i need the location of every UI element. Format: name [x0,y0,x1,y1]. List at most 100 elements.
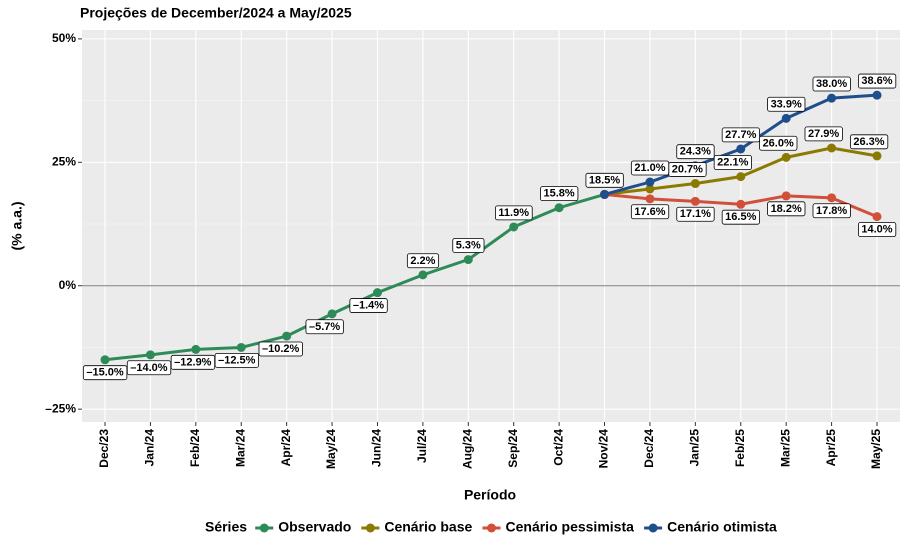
point [781,113,791,123]
data-label: 24.3% [676,144,715,160]
data-label: –10.2% [258,341,303,357]
point [736,199,746,209]
data-label: 21.0% [630,160,670,176]
data-label-text: 2.2% [410,255,435,267]
point [463,255,473,265]
data-label: 26.3% [849,134,889,150]
point [827,193,837,203]
point [100,355,110,365]
data-label-text: 26.3% [853,136,884,148]
legend-label: Cenário pessimista [506,519,635,535]
point [509,222,519,232]
data-label-box [849,134,889,150]
data-label-text: 21.0% [634,162,665,174]
point [827,143,837,153]
data-label: –5.7% [305,319,344,335]
data-label-box [721,209,760,225]
data-label-text: 14.0% [861,224,892,236]
legend-title: Séries [205,519,247,535]
point [554,203,564,213]
point [736,144,746,154]
point [191,344,201,354]
point [690,196,700,206]
data-label: 18.2% [767,201,806,217]
y-tick-label: 0% [59,278,77,292]
data-label-text: 18.5% [589,174,620,186]
x-axis-title: Período [464,487,516,503]
data-label: –12.9% [170,354,216,370]
x-tick-label: Jan/24 [143,429,157,467]
point [690,179,700,189]
data-label-text: 38.0% [816,78,847,90]
data-label: –1.4% [349,298,388,313]
legend: Séries Observado Cenário base Cenário pessi… [205,519,777,535]
data-label: 38.0% [812,76,851,92]
x-tick-label: Oct/24 [551,429,565,466]
data-label-text: 26.0% [763,137,794,149]
data-label-text: 17.1% [680,208,711,220]
x-tick-label: May/24 [324,429,338,469]
data-label: 5.3% [452,238,485,253]
data-label-text: 17.6% [634,206,665,218]
point [736,172,746,182]
x-tick-label: Sep/24 [506,429,520,468]
point [781,152,791,162]
data-label-box [305,319,344,335]
x-tick-label: Dec/23 [97,429,111,468]
data-label-box [767,96,806,112]
data-label: –12.5% [214,352,260,368]
legend-label: Cenário base [384,519,472,535]
data-label: 38.6% [857,73,897,89]
legend-dot [365,523,375,533]
x-tick-label: Apr/25 [824,429,838,467]
data-label: 22.1% [713,155,752,170]
x-tick-label: Mar/25 [778,429,792,467]
data-label-text: 33.9% [771,98,802,110]
data-label-text: 20.7% [672,163,703,175]
data-label-box [767,201,806,217]
x-tick-label: Mar/24 [233,429,247,467]
data-label-text: –12.5% [218,354,256,366]
data-label-box [721,127,760,143]
y-tick-label: 50% [52,31,76,45]
data-label-text: 5.3% [456,239,481,251]
data-label-text: 15.8% [544,188,575,200]
data-label-box [804,126,843,142]
y-axis-title: (% a.a.) [9,201,25,250]
data-label-box [540,186,579,202]
data-label-box [585,172,624,188]
data-label-box [812,203,851,219]
point [827,93,837,103]
data-label: 17.8% [812,203,851,219]
data-label-box [676,206,715,222]
point [372,288,382,298]
x-tick-label: Jul/24 [415,429,429,463]
data-label-text: 27.7% [725,129,756,141]
data-label: –15.0% [82,365,128,381]
data-label: 17.6% [630,204,670,220]
point [872,90,882,100]
point [645,184,655,194]
data-label: 16.5% [721,209,760,225]
x-tick-label: Nov/24 [597,429,611,469]
chart-title: Projeções de December/2024 a May/2025 [80,5,352,21]
data-label-box [126,360,172,376]
data-label: 33.9% [767,96,806,112]
data-label-text: 16.5% [725,211,756,223]
data-label-box [676,144,715,160]
point [282,331,292,341]
data-label: 14.0% [857,222,897,237]
data-label-text: 24.3% [680,146,711,158]
point [418,270,428,280]
data-label-box [857,222,897,237]
data-label: 15.8% [540,186,579,202]
data-label-box [812,76,851,92]
data-label: –14.0% [126,360,172,376]
data-label-text: –12.9% [174,356,212,368]
data-label: 2.2% [406,253,440,269]
data-label-box [452,238,485,253]
point [645,194,655,204]
x-tick-label: Jun/24 [370,429,384,467]
x-tick-label: May/25 [869,429,883,469]
